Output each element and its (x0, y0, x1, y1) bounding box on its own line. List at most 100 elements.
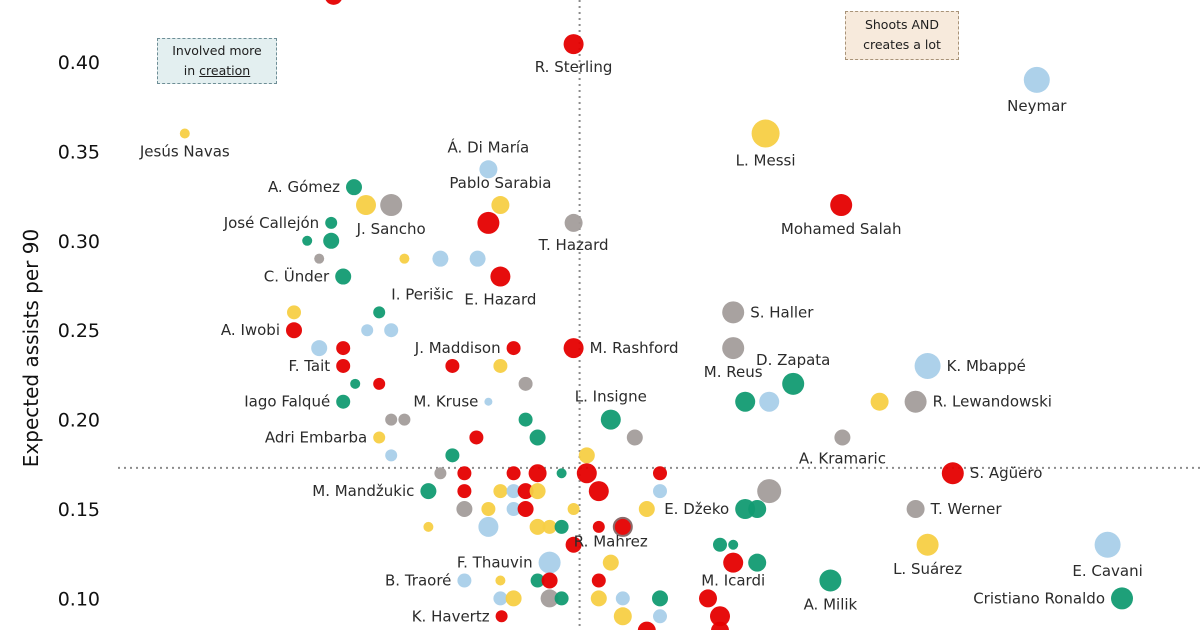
player-point[interactable] (590, 590, 607, 607)
player-point[interactable] (287, 305, 301, 320)
player-point[interactable] (529, 429, 546, 446)
player-point[interactable] (554, 519, 569, 534)
player-point[interactable] (336, 394, 351, 409)
player-point[interactable] (567, 503, 580, 515)
player-point[interactable] (563, 34, 584, 55)
player-point[interactable] (457, 573, 472, 588)
player-point[interactable] (336, 358, 351, 373)
player-point[interactable] (541, 572, 558, 589)
player-point[interactable] (653, 609, 667, 624)
player-point[interactable] (904, 390, 927, 413)
player-point[interactable] (325, 0, 343, 5)
player-point[interactable] (445, 448, 460, 463)
player-point[interactable] (456, 501, 473, 517)
player-point[interactable] (540, 589, 559, 608)
player-point[interactable] (613, 607, 632, 626)
player-point[interactable] (445, 358, 460, 373)
player-point[interactable] (916, 533, 939, 556)
player-point[interactable] (506, 484, 521, 499)
player-point[interactable] (592, 520, 605, 533)
player-point[interactable] (399, 253, 410, 264)
player-point[interactable] (478, 516, 499, 537)
player-point[interactable] (588, 481, 609, 502)
player-point[interactable] (529, 518, 546, 535)
player-point[interactable] (518, 376, 533, 391)
player-point[interactable] (653, 466, 667, 481)
player-point[interactable] (356, 195, 376, 216)
player-point[interactable] (710, 606, 730, 627)
player-point[interactable] (578, 447, 595, 464)
player-point[interactable] (906, 500, 925, 518)
player-point[interactable] (722, 301, 745, 324)
player-point[interactable] (385, 449, 398, 462)
player-point[interactable] (423, 521, 434, 532)
player-point[interactable] (495, 575, 506, 586)
player-point[interactable] (556, 468, 567, 479)
player-point[interactable] (637, 621, 656, 630)
player-point[interactable] (373, 377, 386, 390)
player-point[interactable] (563, 338, 584, 359)
player-point[interactable] (286, 322, 302, 339)
player-point[interactable] (528, 464, 547, 483)
player-point[interactable] (493, 591, 508, 606)
player-point[interactable] (530, 573, 545, 588)
player-point[interactable] (434, 467, 447, 480)
player-point[interactable] (542, 519, 557, 534)
player-point[interactable] (484, 397, 493, 406)
player-point[interactable] (506, 341, 521, 356)
player-point[interactable] (518, 412, 533, 427)
player-point[interactable] (722, 337, 745, 360)
player-point[interactable] (941, 462, 964, 485)
player-point[interactable] (432, 250, 449, 267)
player-point[interactable] (1094, 531, 1121, 558)
player-point[interactable] (323, 232, 340, 249)
player-point[interactable] (564, 213, 583, 232)
player-point[interactable] (626, 429, 643, 446)
player-point[interactable] (481, 502, 496, 516)
player-point[interactable] (311, 340, 328, 357)
player-point[interactable] (735, 391, 756, 412)
player-point[interactable] (506, 502, 521, 516)
player-point[interactable] (517, 483, 534, 500)
player-point[interactable] (420, 483, 437, 500)
player-point[interactable] (346, 179, 362, 196)
player-point[interactable] (302, 235, 313, 246)
player-point[interactable] (385, 413, 398, 426)
player-point[interactable] (479, 160, 498, 179)
player-point[interactable] (834, 429, 851, 446)
player-point[interactable] (493, 358, 508, 373)
player-point[interactable] (615, 591, 630, 606)
player-point[interactable] (751, 119, 780, 148)
player-point[interactable] (830, 194, 853, 217)
player-point[interactable] (469, 430, 484, 445)
player-point[interactable] (314, 253, 325, 264)
player-point[interactable] (477, 211, 500, 234)
player-point[interactable] (748, 553, 767, 572)
player-point[interactable] (335, 268, 352, 285)
player-point[interactable] (638, 501, 655, 517)
player-point[interactable] (517, 501, 534, 517)
player-point[interactable] (491, 196, 510, 215)
player-point[interactable] (538, 551, 561, 574)
player-point[interactable] (325, 216, 338, 229)
player-point[interactable] (612, 516, 633, 537)
player-point[interactable] (1111, 587, 1133, 610)
player-point[interactable] (457, 484, 472, 499)
player-point[interactable] (179, 128, 190, 139)
player-point[interactable] (591, 573, 606, 588)
player-point[interactable] (576, 463, 597, 484)
player-point[interactable] (914, 352, 941, 379)
player-point[interactable] (506, 466, 521, 481)
player-point[interactable] (384, 323, 399, 338)
player-point[interactable] (723, 552, 744, 573)
player-point[interactable] (652, 590, 668, 607)
player-point[interactable] (711, 621, 729, 630)
player-point[interactable] (505, 590, 522, 607)
player-point[interactable] (600, 409, 621, 430)
player-point[interactable] (870, 392, 889, 411)
player-point[interactable] (490, 266, 511, 287)
player-point[interactable] (699, 589, 717, 608)
player-point[interactable] (380, 194, 403, 217)
player-point[interactable] (457, 466, 472, 481)
player-point[interactable] (373, 431, 386, 444)
